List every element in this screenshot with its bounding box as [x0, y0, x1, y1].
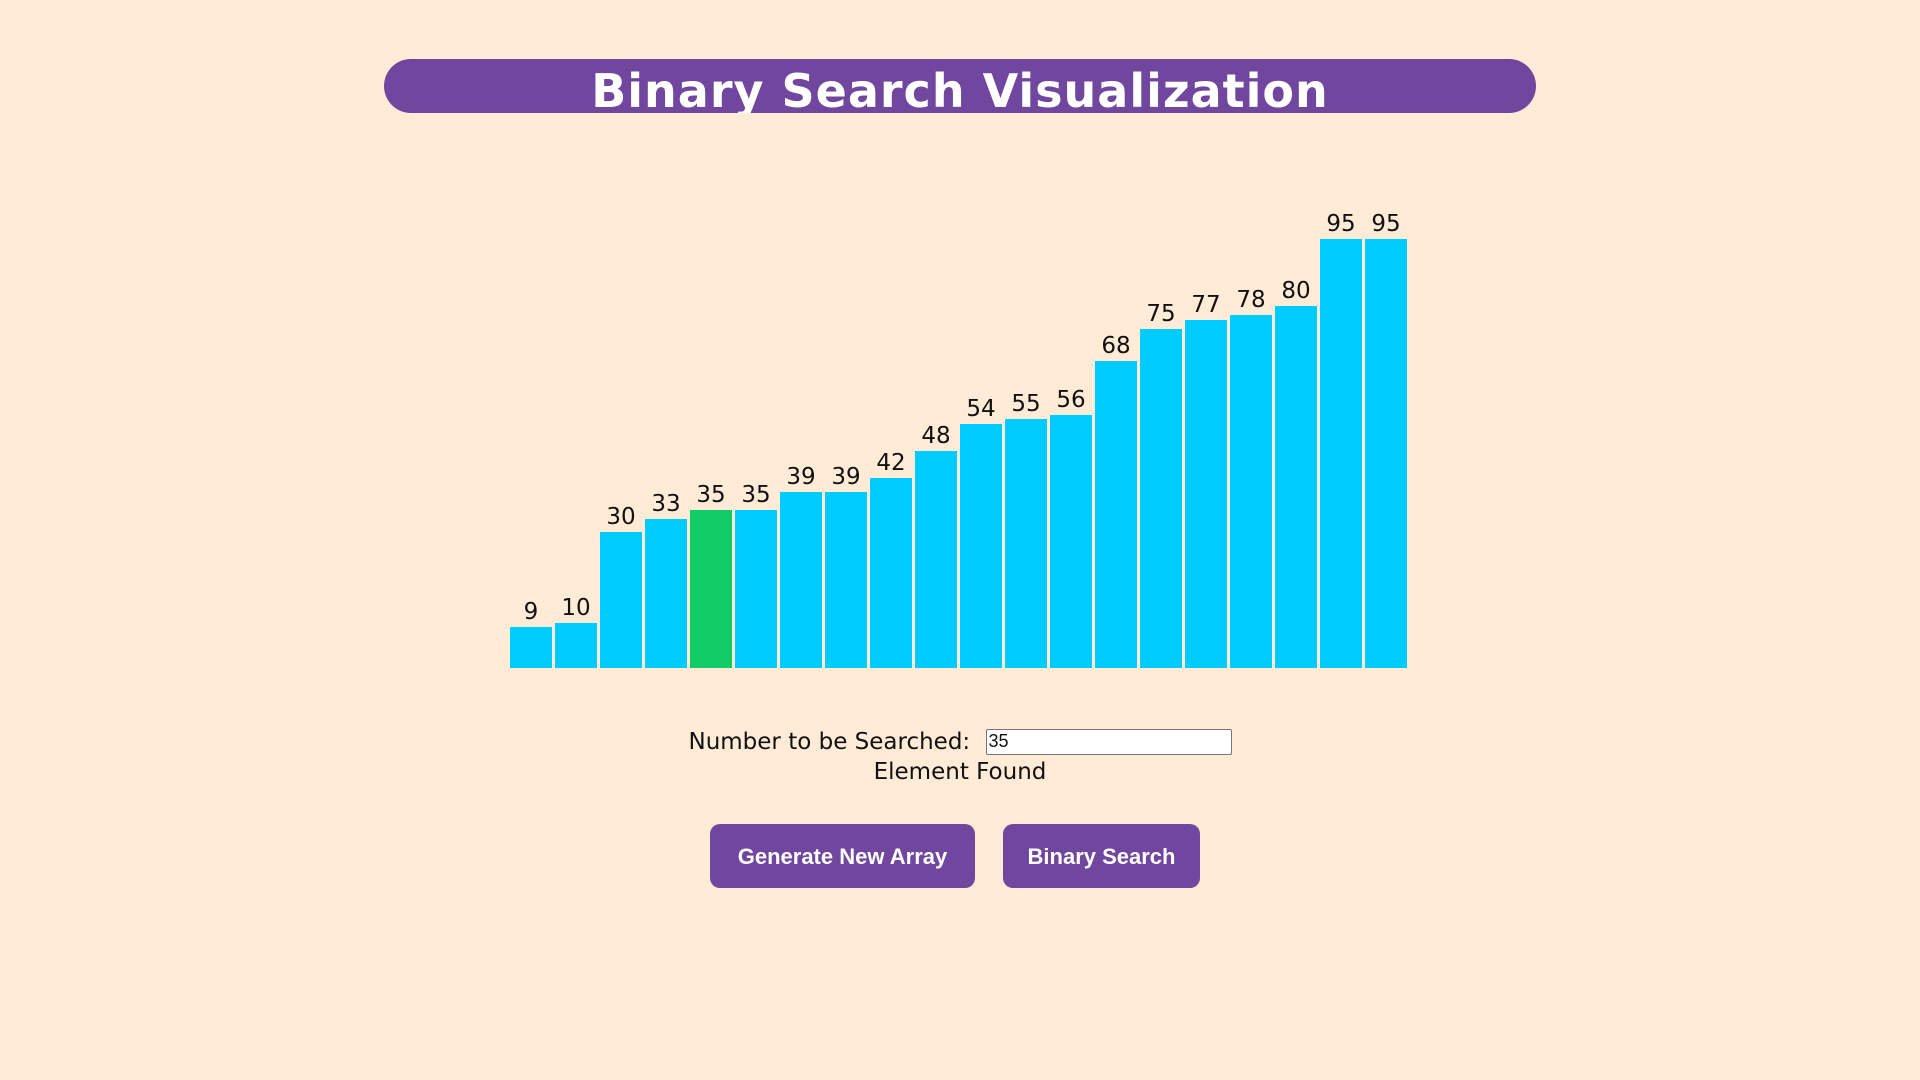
array-bar — [735, 510, 777, 668]
status-text: Element Found — [873, 759, 1047, 785]
bar-value-label: 10 — [561, 595, 591, 621]
array-bar — [1095, 361, 1137, 668]
bar-value-label: 55 — [1011, 391, 1041, 417]
bar-value-label: 35 — [741, 482, 771, 508]
bar-value-label: 77 — [1191, 292, 1221, 318]
bar-value-label: 78 — [1236, 287, 1266, 313]
generate-new-array-button[interactable]: Generate New Array — [710, 824, 975, 888]
array-bar — [1185, 320, 1227, 668]
search-input[interactable] — [985, 728, 1232, 755]
array-bar — [825, 492, 867, 668]
bar-value-label: 42 — [876, 450, 906, 476]
search-row: Number to be Searched: — [0, 726, 1920, 757]
array-bar — [870, 478, 912, 668]
array-bar — [555, 623, 597, 668]
array-bar — [780, 492, 822, 668]
bar-value-label: 48 — [921, 423, 951, 449]
array-bar — [1230, 315, 1272, 668]
array-bars: 9 10 30 33 35 35 39 39 42 48 54 55 56 68 75 77 78 80 95 95 — [510, 200, 1410, 668]
bar-value-label: 75 — [1146, 301, 1176, 327]
bar-value-label: 39 — [786, 464, 816, 490]
array-bar — [960, 424, 1002, 668]
array-bar — [1005, 419, 1047, 668]
bar-value-label: 35 — [696, 482, 726, 508]
array-bar — [915, 451, 957, 668]
search-label: Number to be Searched: — [688, 728, 971, 755]
bar-value-label: 80 — [1281, 278, 1311, 304]
header-bar: Binary Search Visualization — [384, 59, 1536, 113]
binary-search-button[interactable]: Binary Search — [1003, 824, 1200, 888]
bar-value-label: 30 — [606, 504, 636, 530]
array-bar — [1140, 329, 1182, 668]
array-bar — [1365, 239, 1407, 668]
array-bar — [1050, 415, 1092, 668]
array-bar — [510, 627, 552, 668]
array-bar — [1275, 306, 1317, 668]
bar-value-label: 9 — [523, 599, 539, 625]
bar-value-label: 56 — [1056, 387, 1086, 413]
array-bar — [1320, 239, 1362, 668]
bar-value-label: 39 — [831, 464, 861, 490]
array-bar — [600, 532, 642, 668]
bar-value-label: 95 — [1326, 211, 1356, 237]
page-title: Binary Search Visualization — [591, 64, 1329, 113]
bar-value-label: 95 — [1371, 211, 1401, 237]
bar-value-label: 54 — [966, 396, 996, 422]
array-bar — [645, 519, 687, 668]
bar-value-label: 33 — [651, 491, 681, 517]
bar-value-label: 68 — [1101, 333, 1131, 359]
array-bar — [690, 510, 732, 668]
